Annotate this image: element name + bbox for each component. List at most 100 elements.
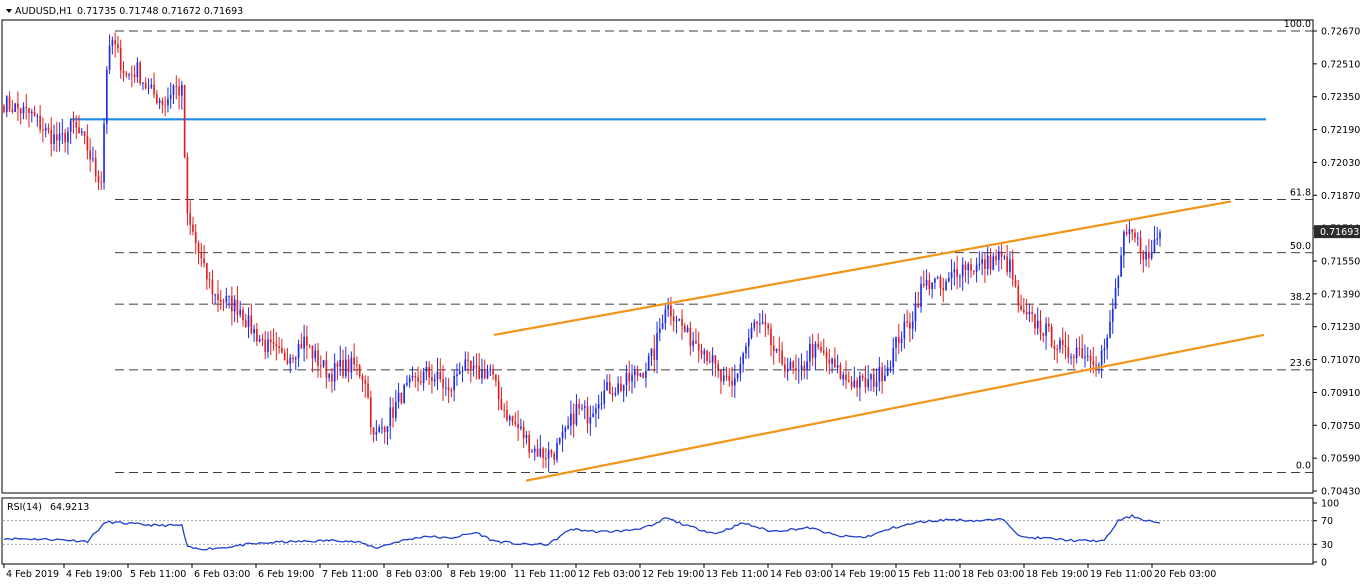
candle-body (717, 363, 719, 370)
candle-body (470, 360, 472, 369)
candle-body (867, 379, 870, 388)
dropdown-triangle-icon[interactable] (6, 9, 12, 13)
candle-body (164, 104, 167, 106)
channel-lower-line[interactable] (525, 333, 1265, 482)
candle-body (306, 336, 308, 346)
candle-body (1011, 259, 1014, 280)
candle-body (600, 403, 603, 405)
candle-body (767, 324, 770, 329)
candle-body (33, 111, 36, 116)
candle-body (825, 352, 828, 359)
candle-body (189, 213, 192, 225)
candle-body (533, 448, 536, 452)
candle-body (614, 392, 617, 395)
candle-body (361, 376, 364, 381)
time-tick-label: 12 Feb 19:00 (642, 569, 704, 580)
fib-level-label: 0.0 (1296, 461, 1311, 472)
candle-body (1114, 288, 1117, 309)
candle-body (300, 344, 303, 349)
candle-body (959, 276, 961, 278)
candle-body (970, 264, 972, 271)
candle-body (97, 175, 100, 183)
candle-body (722, 375, 725, 382)
rsi-axis: 100 70 30 0 (1313, 499, 1339, 569)
candle-body (150, 84, 153, 88)
candle-body (881, 367, 883, 382)
candle-body (478, 366, 481, 379)
candle-body (105, 69, 108, 124)
candle-body (628, 373, 631, 382)
candle-body (458, 371, 461, 375)
candle-body (553, 453, 556, 460)
candle-body (925, 279, 928, 286)
candle-body (467, 359, 469, 361)
candle-body (1103, 348, 1106, 351)
price-tick-label: 0.72670 (1321, 27, 1360, 38)
candle-body (1081, 348, 1084, 358)
time-tick-label: 4 Feb 2019 (6, 569, 59, 580)
candle-body (114, 40, 116, 45)
candle-body (219, 300, 222, 302)
candle-body (461, 370, 464, 372)
main-plot-frame (1, 19, 1314, 494)
candle-body (775, 349, 778, 352)
candle-body (947, 277, 950, 282)
candle-body (417, 377, 419, 382)
candle-body (369, 397, 372, 428)
candle-body (1070, 356, 1072, 358)
candle-body (211, 279, 214, 295)
price-tick-label: 0.71230 (1321, 322, 1360, 333)
candle-body (186, 157, 189, 214)
candle-body (222, 301, 225, 303)
candle-body (339, 359, 342, 367)
candle-body (847, 380, 850, 383)
candle-body (581, 407, 583, 409)
candle-body (17, 103, 19, 109)
candle-body (942, 287, 945, 291)
channel-upper-line[interactable] (493, 200, 1232, 337)
candle-body (169, 95, 172, 99)
candle-body (53, 134, 55, 144)
candle-body (672, 316, 675, 322)
candle-body (136, 62, 139, 78)
candle-body (203, 258, 205, 264)
fib-level-label: 23.6 (1290, 358, 1311, 369)
time-axis: 4 Feb 2019 4 Feb 19:00 5 Feb 11:00 6 Feb 03… (3, 564, 1216, 580)
candle-body (1064, 345, 1067, 348)
candle-body (22, 106, 25, 114)
candle-body (856, 380, 858, 388)
candle-body (928, 279, 931, 289)
candle-body (539, 448, 542, 457)
candle-body (564, 427, 567, 432)
candle-body (386, 426, 389, 432)
candle-body (934, 278, 936, 283)
candle-body (909, 322, 911, 329)
price-tag-label: 0.71693 (1320, 227, 1359, 238)
price-tick-label: 0.71070 (1321, 355, 1360, 366)
candle-body (1134, 232, 1136, 238)
fib-level-label: 50.0 (1290, 241, 1311, 252)
candle-body (531, 451, 533, 453)
candle-body (631, 374, 633, 382)
candle-body (486, 370, 489, 379)
time-tick-label: 12 Feb 03:00 (578, 569, 640, 580)
candle-body (1036, 320, 1039, 329)
candle-body (250, 315, 253, 334)
candle-body (756, 321, 758, 324)
rsi-line (3, 513, 1161, 551)
candle-body (903, 321, 906, 339)
candle-body (264, 340, 267, 352)
candle-body (736, 373, 739, 379)
fibonacci-levels: 100.0 61.8 50.0 38.2 23.6 0.0 (115, 19, 1313, 473)
candle-body (639, 373, 642, 376)
candle-body (558, 437, 561, 443)
candle-body (878, 367, 881, 382)
candle-body (445, 387, 447, 389)
candle-body (708, 360, 711, 363)
candle-body (1095, 364, 1097, 366)
candle-body (806, 361, 808, 370)
candle-body (886, 367, 889, 376)
candle-body (367, 383, 369, 398)
candle-body (778, 349, 781, 351)
candle-body (472, 365, 475, 369)
